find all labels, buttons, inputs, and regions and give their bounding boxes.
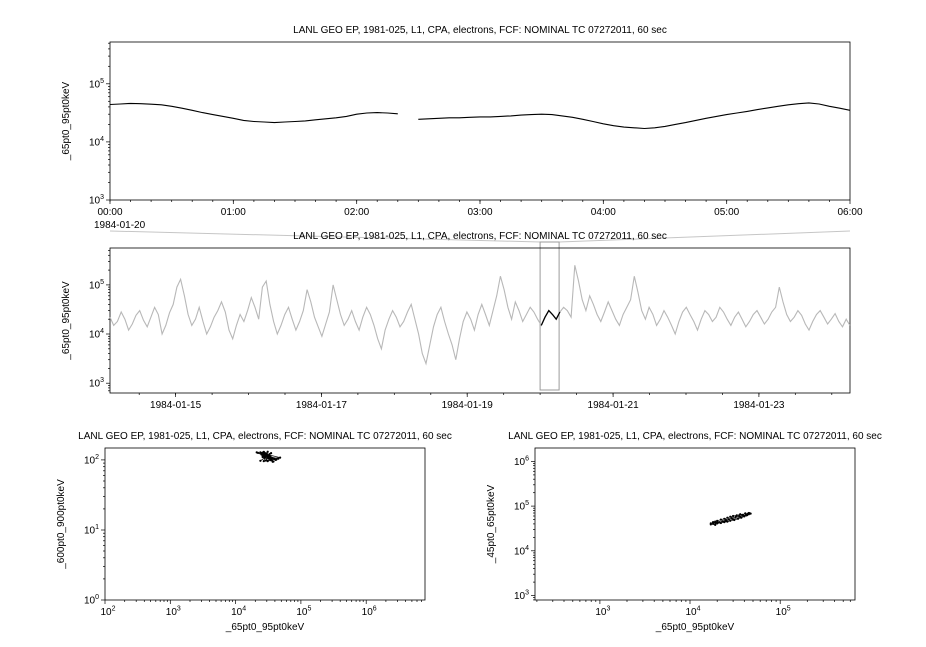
panel-corr2: 103 104 105 106 103 104 105 _65pt0_95pt0keV LANL… (486, 431, 882, 633)
context-title: LANL GEO EP, 1981-025, L1, CPA, electron… (293, 231, 667, 242)
corr1-xtick-label: 105 (296, 606, 311, 619)
top-xtick-label: 06:00 (837, 207, 862, 218)
context-ytick-label: 105 (89, 279, 104, 292)
context-ylabel: _65pt0_95pt0keV (61, 281, 72, 361)
context-xtick-label: 1984-01-15 (150, 400, 202, 411)
context-ytick-label: 103 (89, 377, 104, 390)
top-ytick-label: 104 (89, 136, 104, 149)
top-xtick-label: 01:00 (221, 207, 246, 218)
context-selection-box[interactable] (539, 241, 560, 391)
corr2-xlabel: _65pt0_95pt0keV (655, 622, 735, 633)
corr2-ylabel: _45pt0_65pt0keV (486, 484, 497, 564)
top-title: LANL GEO EP, 1981-025, L1, CPA, electron… (293, 25, 667, 36)
corr1-title: LANL GEO EP, 1981-025, L1, CPA, electron… (78, 431, 452, 442)
corr1-xtick-label: 104 (231, 606, 246, 619)
panel-top: 103 104 105 00:00 01:00 02:00 03:00 04:00 05:00 0… (61, 25, 863, 231)
top-xtick-label: 02:00 (344, 207, 369, 218)
panel-context: 103 104 105 1984-01-15 1984-01-17 1984-01-19 1… (61, 230, 851, 411)
top-series (109, 102, 851, 130)
corr1-xlabel: _65pt0_95pt0keV (225, 622, 305, 633)
corr2-ticks (531, 461, 851, 604)
context-xtick-label: 1984-01-23 (733, 400, 785, 411)
corr1-ylabel: _600pt0_900pt0keV (56, 479, 67, 570)
context-highlight-series (540, 309, 561, 326)
context-xtick-label: 1984-01-19 (442, 400, 494, 411)
corr2-ytick-label: 104 (514, 545, 529, 558)
context-ticks (106, 250, 833, 397)
top-xtick-label: 03:00 (467, 207, 492, 218)
top-ytick-label: 105 (89, 78, 104, 91)
top-ticks (106, 42, 851, 204)
corr1-plot-area[interactable] (104, 447, 426, 601)
corr2-ytick-label: 106 (514, 455, 529, 468)
corr2-xtick-label: 105 (776, 606, 791, 619)
corr2-xtick-label: 103 (595, 606, 610, 619)
corr2-plot-area[interactable] (534, 447, 856, 601)
corr1-ytick-label: 100 (84, 594, 99, 607)
corr1-xtick-label: 106 (362, 606, 377, 619)
top-ylabel: _65pt0_95pt0keV (61, 81, 72, 161)
context-ytick-label: 104 (89, 328, 104, 341)
corr2-points (709, 511, 752, 527)
top-xtick-label: 04:00 (591, 207, 616, 218)
top-xtick-label: 05:00 (714, 207, 739, 218)
corr2-ytick-label: 103 (514, 590, 529, 603)
context-connector-right (559, 230, 851, 243)
corr1-xtick-label: 103 (166, 606, 181, 619)
corr1-ytick-label: 102 (84, 454, 99, 467)
context-plot-area[interactable] (109, 247, 851, 394)
corr2-title: LANL GEO EP, 1981-025, L1, CPA, electron… (508, 431, 882, 442)
context-series (109, 265, 851, 366)
context-connector-left (109, 230, 541, 243)
corr1-points (255, 450, 282, 463)
panel-corr1: 100 101 102 102 103 104 105 106 _65pt0_95pt0keV L… (56, 431, 452, 633)
top-xtick-label: 00:00 (97, 207, 122, 218)
top-date-label: 1984-01-20 (94, 220, 146, 231)
corr1-ticks (101, 459, 422, 604)
corr2-xtick-label: 104 (685, 606, 700, 619)
corr1-xtick-label: 102 (100, 606, 115, 619)
top-ytick-label: 103 (89, 194, 104, 207)
corr1-ytick-label: 101 (84, 524, 99, 537)
context-xtick-label: 1984-01-17 (296, 400, 348, 411)
context-xtick-label: 1984-01-21 (588, 400, 640, 411)
top-plot-area[interactable] (109, 41, 851, 201)
corr2-ytick-label: 105 (514, 500, 529, 512)
